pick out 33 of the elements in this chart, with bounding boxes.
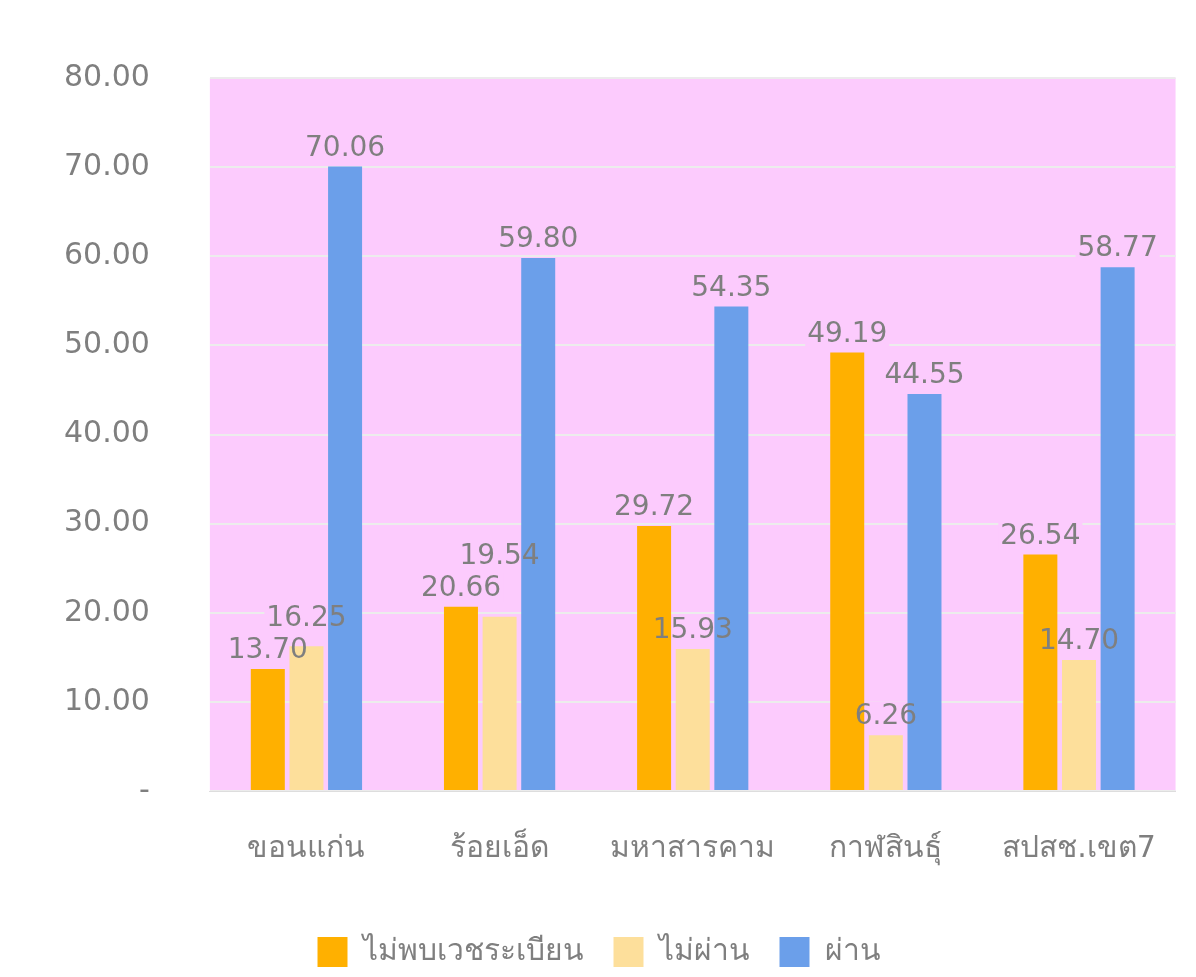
- y-tick-label: 70.00: [63, 146, 150, 182]
- data-label: 54.35: [691, 269, 772, 303]
- y-tick-label: 10.00: [63, 681, 150, 717]
- data-label: 13.70: [227, 632, 308, 666]
- bar: [250, 668, 285, 790]
- bar: [482, 616, 517, 790]
- y-tick-label: 30.00: [63, 503, 150, 539]
- bar: [675, 649, 710, 790]
- y-tick-label: -: [139, 770, 150, 806]
- legend-label: ไม่ผ่าน: [656, 931, 750, 967]
- data-label: 49.19: [807, 315, 888, 349]
- legend-label: ผ่าน: [824, 931, 881, 967]
- data-label: 20.66: [420, 570, 502, 604]
- data-label: 70.06: [304, 129, 386, 163]
- x-tick-label: ร้อยเอ็ด: [450, 827, 550, 864]
- y-tick-label: 50.00: [63, 325, 150, 361]
- bar: [868, 735, 903, 790]
- y-tick-label: 40.00: [63, 414, 150, 450]
- bar: [1061, 659, 1096, 790]
- x-tick-label: ขอนแก่น: [247, 828, 366, 864]
- data-label: 29.72: [614, 489, 695, 523]
- y-tick-label: 60.00: [63, 236, 150, 272]
- bar: [443, 606, 478, 790]
- data-label: 58.77: [1077, 230, 1158, 264]
- data-label: 26.54: [1000, 517, 1081, 551]
- x-tick-label: มหาสารคาม: [610, 828, 776, 864]
- y-tick-label: 80.00: [63, 57, 150, 93]
- data-label: 44.55: [884, 357, 965, 391]
- y-tick-label: 20.00: [63, 592, 150, 628]
- x-tick-label: สปสช.เขต7: [1002, 828, 1156, 864]
- legend-label: ไม่พบเวชระเบียน: [360, 931, 584, 967]
- x-tick-label: กาฬสินธุ์: [829, 828, 943, 866]
- data-label: 59.80: [498, 221, 579, 255]
